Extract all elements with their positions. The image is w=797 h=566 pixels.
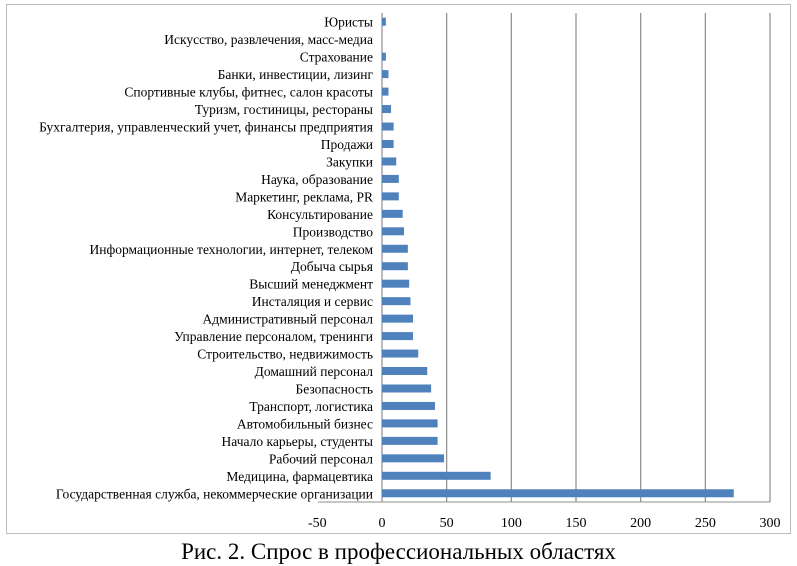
figure-caption: Рис. 2. Спрос в профессиональных областя… [181,539,616,564]
bar [382,192,399,201]
gridlines [381,13,771,502]
x-tick-label: 250 [695,516,716,531]
bar [382,87,389,96]
category-label: Начало карьеры, студенты [222,434,373,449]
category-label: Медицина, фармацевтика [226,469,373,484]
bar [382,227,404,236]
bar [382,122,394,131]
category-label: Управление персоналом, тренинги [174,329,373,344]
category-label: Высший менеджмент [249,277,373,292]
category-label: Маркетинг, реклама, PR [235,189,373,204]
bar [382,489,734,498]
category-label: Туризм, гостиницы, рестораны [195,102,373,117]
bar [382,279,410,288]
category-label: Закупки [326,154,373,169]
x-tick-label: 200 [630,516,651,531]
bar [382,209,403,218]
category-label: Безопасность [296,381,373,396]
bar [382,367,428,376]
category-label: Спортивные клубы, фитнес, салон красоты [124,85,373,100]
x-tick-label: 100 [501,516,522,531]
category-label: Добыча сырья [291,259,373,274]
category-label: Информационные технологии, интернет, тел… [90,242,374,257]
bars [382,17,734,498]
bar [382,401,436,410]
chart-area: -50 0 50 100 150 200 250 300 Юристы Искусство, р… [6,4,791,534]
value-axis: -50 0 50 100 150 200 250 300 [308,501,781,531]
category-label: Продажи [321,137,373,152]
bar [382,419,438,428]
category-label: Консультирование [267,207,373,222]
category-label: Юристы [324,15,373,30]
bar [382,262,408,271]
bar-chart: -50 0 50 100 150 200 250 300 Юристы Искусство, р… [39,13,781,531]
bar [382,244,408,253]
x-tick-label: 50 [440,516,454,531]
category-label: Банки, инвестиции, лизинг [218,67,374,82]
bar [382,157,397,166]
category-label: Инсталяция и сервис [252,294,373,309]
bar [382,70,389,79]
bar [382,139,394,148]
bar [382,349,419,358]
bar [382,436,438,445]
category-label: Домашний персонал [255,364,374,379]
x-tick-label: -50 [308,516,327,531]
bar [382,297,411,306]
category-label: Рабочий персонал [269,451,373,466]
category-label: Строительство, недвижимость [197,347,373,362]
category-label: Производство [293,224,373,239]
category-label: Наука, образование [261,172,373,187]
x-tick-label: 300 [760,516,781,531]
bar [382,17,386,26]
category-label: Страхование [300,50,373,65]
category-label: Бухгалтерия, управленческий учет, финанс… [39,120,373,135]
category-label: Автомобильный бизнес [237,416,373,431]
bar [382,471,491,480]
bar [382,52,386,61]
category-label: Искусство, развлечения, масс-медиа [164,32,373,47]
x-tick-label: 0 [379,516,386,531]
category-label: Административный персонал [203,312,374,327]
bar [382,314,414,323]
category-label: Транспорт, логистика [249,399,373,414]
category-labels: Юристы Искусство, развлечения, масс-медиа… [39,15,373,502]
x-tick-label: 150 [566,516,587,531]
bar [382,105,392,114]
bar [382,332,414,341]
bar [382,384,432,393]
bar [382,454,445,463]
category-label: Государственная служба, некоммерческие о… [56,486,373,501]
bar [382,174,399,183]
